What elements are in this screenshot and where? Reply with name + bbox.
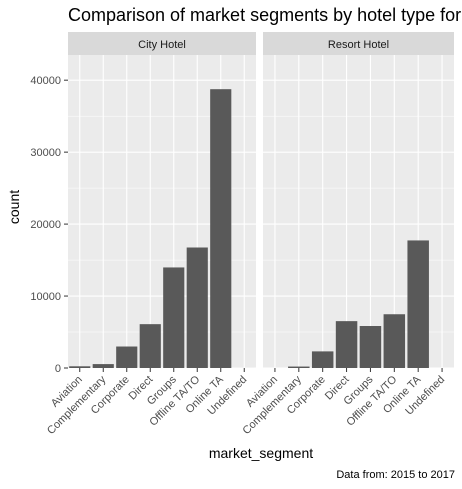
facet-strip-label: City Hotel [138, 39, 186, 51]
bar-city-hotel-aviation [69, 366, 91, 368]
y-tick-label: 40000 [30, 75, 61, 87]
bar-city-hotel-complementary [92, 364, 114, 368]
bar-resort-hotel-corporate [311, 351, 334, 368]
bar-city-hotel-groups [163, 267, 185, 368]
chart-caption: Data from: 2015 to 2017 [336, 469, 455, 481]
y-tick-label: 0 [55, 363, 61, 375]
chart-title: Comparison of market segments by hotel t… [68, 5, 461, 25]
bar-resort-hotel-online-ta [407, 240, 429, 368]
bar-resort-hotel-complementary [288, 366, 310, 368]
bar-resort-hotel-groups [359, 326, 382, 368]
y-tick-label: 30000 [30, 147, 61, 159]
bar-resort-hotel-direct [335, 321, 358, 368]
y-tick-label: 10000 [30, 291, 61, 303]
y-axis: 0 10000 20000 30000 40000 [30, 75, 68, 375]
panel-city-hotel: City HotelAviationComplementaryCorporate… [45, 32, 256, 437]
panel-resort-hotel: Resort HotelAviationComplementaryCorpora… [241, 32, 454, 437]
bar-city-hotel-offline-ta-to [186, 247, 208, 368]
facet-strip [68, 32, 256, 55]
bar-resort-hotel-offline-ta-to [383, 314, 406, 368]
facet-strip [263, 32, 454, 55]
x-axis-title: market_segment [209, 445, 313, 461]
y-axis-title: count [6, 190, 22, 224]
bar-city-hotel-online-ta [210, 89, 232, 368]
y-tick-label: 20000 [30, 219, 61, 231]
bar-city-hotel-corporate [116, 346, 138, 368]
facet-strip-label: Resort Hotel [328, 39, 389, 51]
bar-city-hotel-direct [139, 324, 161, 368]
